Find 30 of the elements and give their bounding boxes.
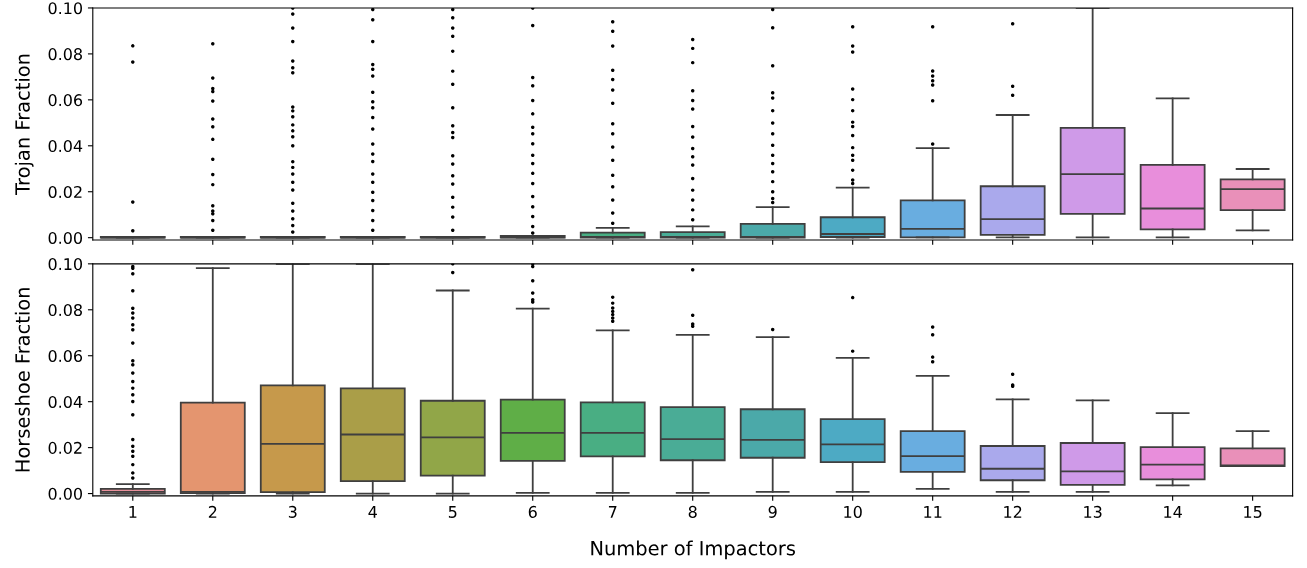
x-tick-label: 2	[208, 505, 217, 518]
x-tick-label: 11	[924, 506, 942, 518]
x-tick-label: 3	[288, 505, 297, 518]
y-tick-label: 0.00	[48, 231, 83, 244]
x-tick-label: 14	[1164, 506, 1182, 518]
y-tick-label: 0.02	[48, 185, 82, 199]
y-tick-label: 0.04	[48, 140, 83, 153]
y-tick-label: 0.06	[48, 94, 83, 107]
y-tick-label: 0.08	[48, 48, 82, 61]
x-tick-label: 1	[129, 506, 137, 518]
x-tick-label: 6	[528, 505, 537, 518]
x-tick-label: 8	[688, 505, 697, 518]
x-axis-title: Number of Impactors	[591, 540, 795, 560]
x-tick-label: 15	[1244, 506, 1262, 518]
x-tick-label: 10	[844, 505, 862, 518]
x-tick-label: 4	[368, 506, 377, 518]
y-axis-title: Horseshoe Fraction	[14, 288, 30, 472]
x-tick-label: 12	[1004, 505, 1022, 518]
y-tick-label: 0.10	[48, 258, 83, 271]
y-tick-label: 0.06	[48, 349, 83, 363]
x-tick-label: 5	[448, 506, 457, 518]
x-tick-label: 9	[768, 505, 777, 518]
y-axis-title: Trojan Fraction	[14, 54, 34, 195]
x-tick-label: 7	[608, 506, 617, 518]
y-tick-label: 0.08	[48, 304, 82, 317]
y-tick-label: 0.10	[48, 2, 83, 15]
y-tick-label: 0.04	[48, 395, 83, 408]
y-tick-label: 0.02	[48, 441, 82, 454]
x-tick-label: 13	[1084, 505, 1102, 518]
y-tick-label: 0.00	[48, 487, 83, 500]
